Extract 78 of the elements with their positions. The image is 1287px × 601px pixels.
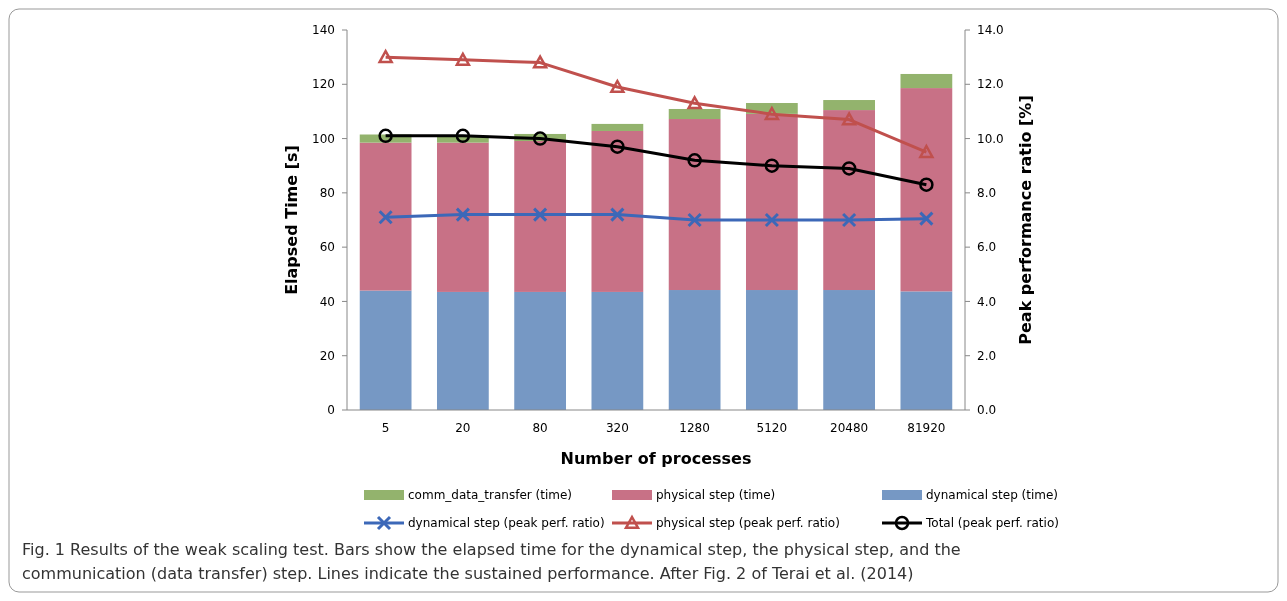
point <box>610 139 625 154</box>
x-tick-label: 320 <box>605 421 629 435</box>
y-tick-label: 40 <box>319 294 335 309</box>
x-tick-label: 20 <box>455 421 471 435</box>
point <box>609 207 625 223</box>
bar <box>514 291 566 410</box>
x-tick-label: 80 <box>532 421 548 435</box>
point <box>687 212 703 228</box>
bar <box>746 113 798 291</box>
legend-label: Total (peak perf. ratio) <box>925 516 1059 531</box>
bar <box>514 141 566 292</box>
bar <box>591 291 644 410</box>
bar <box>437 291 489 410</box>
x-tick-label: 81920 <box>907 421 946 435</box>
point <box>918 211 934 227</box>
bar <box>359 142 412 291</box>
bar <box>823 110 875 291</box>
point <box>378 209 394 225</box>
x-tick-label: 20480 <box>830 421 869 435</box>
bar <box>591 123 644 131</box>
point <box>455 52 471 66</box>
y2-tick-label: 0.0 <box>977 403 997 418</box>
y-tick-label: 60 <box>319 240 335 255</box>
point <box>378 128 393 144</box>
y-axis-title: Elapsed Time [s] <box>282 145 301 295</box>
point <box>919 177 934 192</box>
point <box>532 207 548 223</box>
y2-tick-label: 14.0 <box>977 23 1004 38</box>
point <box>687 96 702 110</box>
point <box>841 212 857 228</box>
bar <box>591 130 644 292</box>
bar <box>823 290 875 410</box>
point <box>841 161 857 176</box>
bar <box>359 290 412 410</box>
y2-tick-label: 12.0 <box>977 77 1004 92</box>
bar <box>900 73 953 89</box>
point <box>532 131 548 146</box>
legend-label: comm_data_transfer (time) <box>408 488 573 503</box>
x-axis-title: Number of processes <box>560 449 752 468</box>
point <box>610 79 625 94</box>
point <box>764 106 780 121</box>
x-tick-label: 5120 <box>756 421 788 435</box>
bar <box>900 88 953 292</box>
y-tick-label: 100 <box>312 131 335 146</box>
x-tick-label: 1280 <box>679 421 710 435</box>
point <box>455 207 471 223</box>
legend-label: dynamical step (peak perf. ratio) <box>408 516 605 531</box>
bar <box>668 290 721 410</box>
y-tick-label: 20 <box>319 348 335 363</box>
point <box>764 158 780 173</box>
bar <box>437 142 489 292</box>
y2-tick-label: 4.0 <box>977 294 997 309</box>
bar <box>668 119 721 291</box>
bar <box>823 100 875 111</box>
y2-tick-label: 2.0 <box>977 348 997 363</box>
point <box>687 153 702 168</box>
x-tick-label: 5 <box>381 421 390 435</box>
bar <box>900 291 953 410</box>
y2-tick-label: 10.0 <box>977 131 1004 146</box>
point <box>378 49 393 64</box>
y-tick-label: 0 <box>327 403 335 418</box>
y-tick-label: 140 <box>312 23 335 38</box>
y2-axis-title: Peak performance ratio [%] <box>1016 95 1035 345</box>
legend-label: physical step (peak perf. ratio) <box>656 516 840 531</box>
point <box>841 112 857 126</box>
point <box>532 55 548 69</box>
bar <box>746 290 798 410</box>
point <box>455 128 471 144</box>
caption: Fig. 1 Results of the weak scaling test. Bars show the elapsed time for the dynamical step, the physical step, and the communication (data transfer) step. Lines indicate the sustained performance. After Fig. 2 of Terai et al. (2014) <box>22 539 962 585</box>
y-tick-label: 80 <box>319 186 335 201</box>
point <box>764 212 780 228</box>
legend-label: dynamical step (time) <box>926 488 1059 503</box>
point <box>919 144 934 159</box>
y2-tick-label: 6.0 <box>977 240 997 255</box>
y-tick-label: 120 <box>312 77 335 92</box>
y2-tick-label: 8.0 <box>977 186 997 201</box>
bar <box>668 108 721 120</box>
legend-label: physical step (time) <box>656 488 776 503</box>
